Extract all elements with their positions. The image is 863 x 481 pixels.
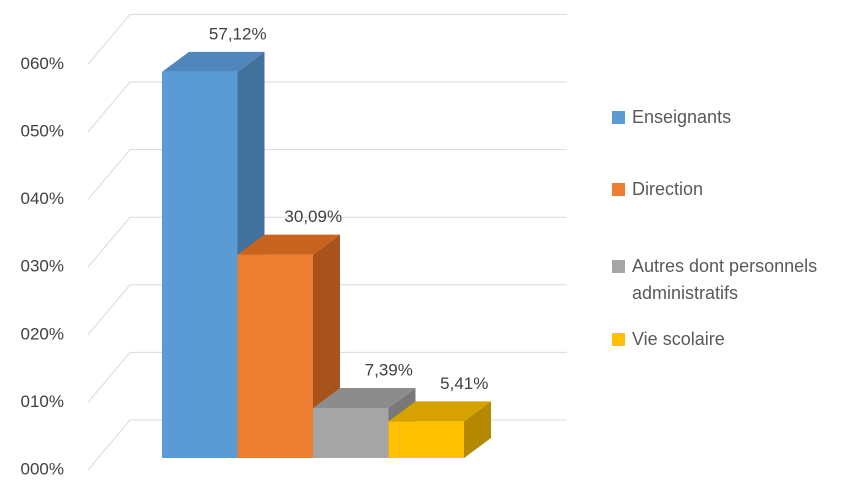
y-tick-label: 000% (21, 459, 64, 478)
bar-side (464, 401, 491, 458)
grid-line (87, 284, 567, 336)
bar (388, 421, 464, 458)
data-label: 57,12% (209, 24, 267, 43)
y-tick-label: 010% (21, 392, 64, 411)
grid-line (87, 13, 567, 65)
bar (162, 71, 238, 458)
grid-line (87, 216, 567, 268)
grid-line (87, 81, 567, 133)
legend-label: Autres dont personnels administratifs (632, 256, 818, 303)
legend-swatch (612, 260, 625, 273)
bar-top (313, 388, 416, 409)
bar-top (388, 401, 491, 422)
legend-swatch (612, 333, 625, 346)
legend-swatch (612, 183, 625, 196)
legend-swatch (612, 111, 625, 124)
legend-label: Vie scolaire (632, 329, 725, 349)
data-label: 7,39% (365, 361, 413, 380)
y-tick-label: 060% (21, 54, 64, 73)
grid-line (87, 351, 567, 403)
bar (237, 254, 313, 458)
legend-item: Autres dont personnels administratifs (612, 253, 857, 307)
y-tick-label: 030% (21, 257, 64, 276)
y-tick-label: 050% (21, 121, 64, 140)
y-tick-label: 040% (21, 189, 64, 208)
legend-label: Enseignants (632, 107, 732, 127)
legend-item: Enseignants (612, 104, 731, 131)
legend-item: Direction (612, 176, 703, 203)
legend-label: Direction (632, 179, 704, 199)
data-label: 5,41% (440, 374, 488, 393)
bar-top (237, 234, 340, 255)
y-tick-label: 020% (21, 324, 64, 343)
bar-top (162, 51, 265, 72)
legend-item: Vie scolaire (612, 326, 725, 353)
bar (313, 408, 389, 458)
grid-line (87, 149, 567, 200)
data-label: 30,09% (284, 207, 342, 226)
